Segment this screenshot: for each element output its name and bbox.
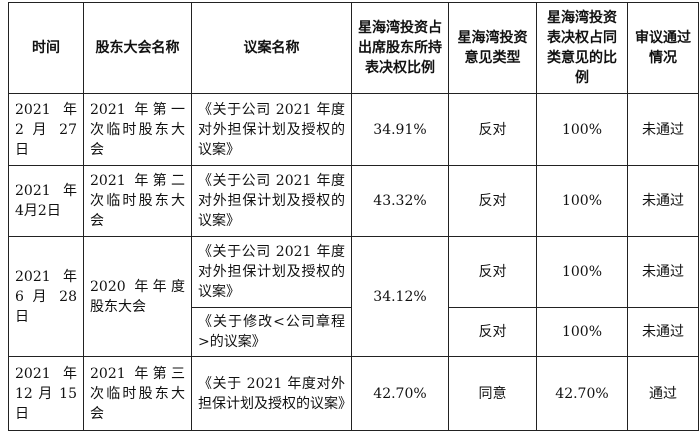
- cell-attend-ratio: 43.32%: [351, 165, 449, 237]
- cell-opinion-type: 同意: [448, 356, 537, 431]
- cell-result: 未通过: [627, 93, 699, 166]
- cell-result: 通过: [627, 356, 699, 431]
- cell-time: 2021 年6 月 28日: [8, 236, 84, 357]
- cell-time: 2021 年12 月 15日: [8, 356, 84, 431]
- cell-proposal: 《关于 2021 年度对外担保计划及授权的议案》: [191, 356, 352, 431]
- table-row: 2021 年2 月 27 日 2021 年第一次临时股东大会 《关于公司 202…: [8, 93, 699, 166]
- cell-attend-ratio: 42.70%: [351, 356, 449, 431]
- cell-proposal: 《关于公司 2021 年度对外担保计划及授权的议案》: [191, 165, 352, 237]
- cell-same-type-ratio: 42.70%: [536, 356, 628, 431]
- table-header-row: 时间 股东大会名称 议案名称 星海湾投资占出席股东所持表决权比例 星海湾投资意见…: [8, 2, 699, 94]
- header-attend-ratio: 星海湾投资占出席股东所持表决权比例: [351, 2, 449, 94]
- cell-same-type-ratio: 100%: [536, 236, 628, 308]
- cell-proposal: 《关于公司 2021 年度对外担保计划及授权的议案》: [191, 93, 352, 166]
- cell-result: 未通过: [627, 165, 699, 237]
- cell-opinion-type: 反对: [448, 165, 537, 237]
- cell-attend-ratio: 34.91%: [351, 93, 449, 166]
- header-result: 审议通过情况: [627, 2, 699, 94]
- cell-meeting-name: 2021 年第三次临时股东大会: [83, 356, 192, 431]
- cell-meeting-name: 2020 年年度股东大会: [83, 236, 192, 357]
- cell-result: 未通过: [627, 307, 699, 357]
- cell-opinion-type: 反对: [448, 307, 537, 357]
- shareholder-meeting-table: 时间 股东大会名称 议案名称 星海湾投资占出席股东所持表决权比例 星海湾投资意见…: [8, 2, 699, 431]
- header-time: 时间: [8, 2, 84, 94]
- header-meeting-name: 股东大会名称: [83, 2, 192, 94]
- cell-same-type-ratio: 100%: [536, 165, 628, 237]
- table-row: 2021 年12 月 15日 2021 年第三次临时股东大会 《关于 2021 …: [8, 356, 699, 431]
- header-same-type-ratio: 星海湾投资表决权占同类意见的比例: [536, 2, 628, 94]
- cell-same-type-ratio: 100%: [536, 93, 628, 166]
- cell-meeting-name: 2021 年第一次临时股东大会: [83, 93, 192, 166]
- table-row: 2021 年6 月 28日 2020 年年度股东大会 《关于公司 2021 年度…: [8, 236, 699, 357]
- table-row: 《关于修改<公司章程>的议案》 反对 100% 未通过: [9, 307, 699, 357]
- table-row: 2021 年4月2日 2021 年第二次临时股东大会 《关于公司 2021 年度…: [8, 165, 699, 237]
- cell-result: 未通过: [627, 236, 699, 308]
- cell-opinion-type: 反对: [448, 93, 537, 166]
- cell-attend-ratio: 34.12%: [351, 236, 449, 357]
- cell-time: 2021 年2 月 27 日: [8, 93, 84, 166]
- cell-opinion-type: 反对: [448, 236, 537, 308]
- cell-time: 2021 年4月2日: [8, 165, 84, 237]
- cell-proposal: 《关于公司 2021 年度对外担保计划及授权的议案》: [191, 236, 352, 308]
- document-page: 时间 股东大会名称 议案名称 星海湾投资占出席股东所持表决权比例 星海湾投资意见…: [8, 2, 699, 431]
- cell-same-type-ratio: 100%: [536, 307, 628, 357]
- cell-proposal: 《关于修改<公司章程>的议案》: [191, 307, 352, 357]
- cell-meeting-name: 2021 年第二次临时股东大会: [83, 165, 192, 237]
- header-proposal-name: 议案名称: [191, 2, 352, 94]
- header-opinion-type: 星海湾投资意见类型: [448, 2, 537, 94]
